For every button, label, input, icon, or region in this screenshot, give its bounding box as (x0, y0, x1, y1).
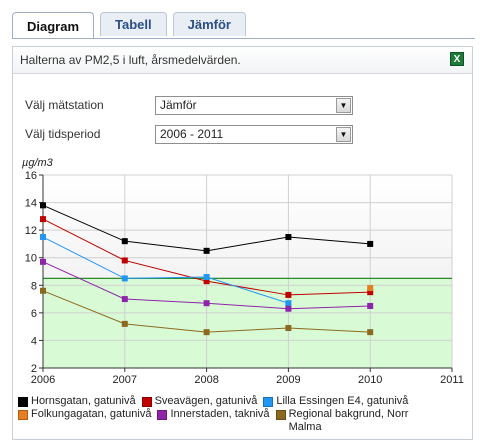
series-point-5 (367, 329, 374, 336)
series-point-5 (121, 320, 128, 327)
station-label: Välj mätstation (25, 98, 104, 112)
series-point-1 (285, 291, 292, 298)
legend-row: Hornsgatan, gatunivå Sveavägen, gatunivå L… (18, 395, 468, 408)
station-select-value: Jämför (160, 98, 197, 112)
chevron-down-icon[interactable]: ▼ (336, 126, 351, 142)
excel-icon[interactable]: X (450, 52, 464, 66)
series-point-1 (40, 216, 46, 223)
series-point-1 (121, 257, 128, 264)
y-tick-label: 16 (25, 170, 37, 182)
legend-swatch (18, 397, 28, 407)
series-point-4 (121, 296, 128, 303)
x-tick-label: 2006 (31, 374, 55, 386)
legend-swatch (263, 397, 274, 407)
panel-header: Halterna av PM2,5 i luft, årsmedelvärden… (13, 47, 472, 74)
chart-legend: Hornsgatan, gatunivå Sveavägen, gatunivå L… (18, 395, 468, 434)
legend-swatch (157, 410, 168, 420)
period-row: Välj tidsperiod 2006 - 2011 ▼ (25, 124, 365, 144)
x-tick-label: 2007 (113, 374, 137, 386)
series-point-1 (367, 289, 374, 296)
legend-swatch (275, 410, 286, 420)
series-line-2 (42, 236, 289, 304)
tab-tabell[interactable]: Tabell (100, 12, 167, 36)
series-point-0 (367, 240, 374, 247)
y-tick-label: 6 (31, 308, 37, 320)
legend-swatch (18, 410, 28, 420)
station-row: Välj mätstation Jämför ▼ (25, 95, 365, 115)
series-point-3 (367, 285, 374, 292)
legend-item: Regional bakgrund, Norr Malma (275, 408, 439, 434)
y-axis-label: µg/m3 (22, 157, 54, 169)
period-select-value: 2006 - 2011 (160, 127, 224, 141)
tab-diagram[interactable]: Diagram (12, 12, 95, 39)
tab-jamfor[interactable]: Jämför (172, 12, 246, 36)
series-point-5 (285, 325, 292, 332)
legend-swatch (141, 397, 152, 407)
series-point-0 (40, 202, 46, 209)
period-select[interactable]: 2006 - 2011 ▼ (155, 124, 353, 144)
legend-label: Folkungagatan, gatunivå (31, 408, 152, 420)
legend-label: Regional bakgrund, Norr Malma (288, 408, 409, 433)
x-tick-label: 2009 (276, 374, 300, 386)
y-tick-label: 4 (31, 335, 37, 347)
series-point-4 (40, 258, 46, 265)
series-point-0 (203, 247, 210, 254)
series-point-4 (203, 300, 210, 307)
threshold-fill (43, 278, 452, 368)
legend-label: Innerstaden, taknivå (170, 408, 270, 420)
series-point-4 (285, 305, 292, 312)
series-point-2 (40, 234, 46, 241)
panel-title: Halterna av PM2,5 i luft, årsmedelvärden… (20, 53, 241, 67)
legend-item: Hornsgatan, gatunivå (18, 395, 136, 408)
legend-item: Innerstaden, taknivå (157, 408, 270, 434)
series-point-0 (285, 234, 292, 241)
series-point-2 (285, 300, 292, 307)
legend-label: Hornsgatan, gatunivå (31, 395, 136, 407)
series-point-0 (121, 238, 128, 245)
legend-row: Folkungagatan, gatunivå Innerstaden, takn… (18, 408, 468, 434)
legend-label: Sveavägen, gatunivå (154, 395, 258, 407)
series-point-5 (40, 287, 46, 294)
series-point-4 (367, 302, 374, 309)
legend-item: Lilla Essingen E4, gatunivå (263, 395, 408, 408)
station-select[interactable]: Jämför ▼ (155, 95, 353, 115)
series-point-5 (203, 329, 210, 336)
tab-divider (12, 38, 475, 39)
y-tick-label: 8 (31, 280, 37, 292)
series-point-2 (203, 274, 210, 281)
legend-item: Folkungagatan, gatunivå (18, 408, 151, 434)
period-label: Välj tidsperiod (25, 127, 101, 141)
y-tick-label: 14 (25, 198, 37, 210)
y-tick-label: 10 (25, 253, 37, 265)
series-point-2 (121, 275, 128, 282)
y-tick-label: 12 (25, 225, 37, 237)
x-tick-label: 2011 (440, 374, 464, 386)
series-point-1 (203, 278, 210, 285)
x-tick-label: 2008 (194, 374, 218, 386)
y-tick-label: 2 (31, 363, 37, 375)
x-tick-label: 2010 (358, 374, 382, 386)
legend-label: Lilla Essingen E4, gatunivå (276, 395, 409, 407)
legend-item: Sveavägen, gatunivå (141, 395, 258, 408)
chevron-down-icon[interactable]: ▼ (336, 97, 351, 113)
tab-bar: Diagram Tabell Jämför (12, 12, 246, 39)
